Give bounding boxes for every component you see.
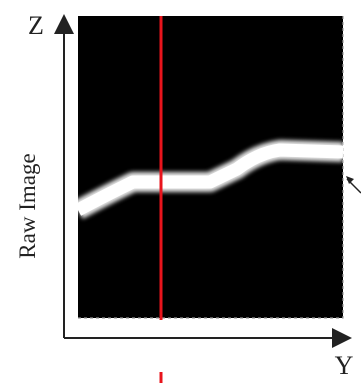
side-pointer-arrowhead: [346, 176, 354, 184]
vertical-axis-label: Z: [28, 11, 44, 40]
bright-curve: [73, 140, 344, 219]
raw-image-label: Raw Image: [15, 153, 40, 258]
image-dashed-border: [78, 16, 344, 319]
raw-image-background: [78, 16, 343, 318]
horizontal-axis-label: Y: [335, 351, 354, 380]
